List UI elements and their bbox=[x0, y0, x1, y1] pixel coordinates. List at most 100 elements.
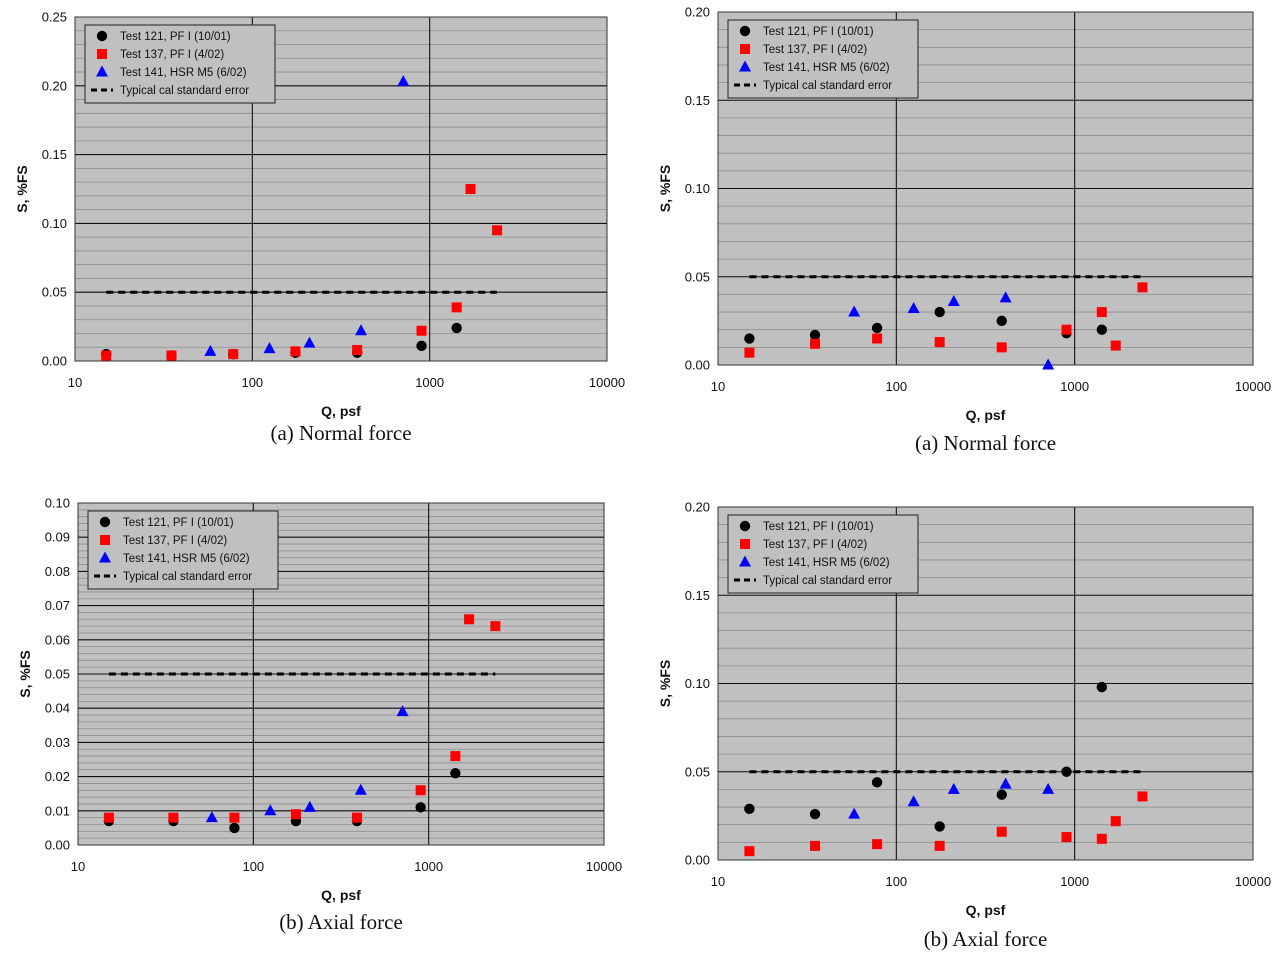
x-tick-label: 1000 bbox=[1060, 874, 1089, 889]
data-point-series-2 bbox=[1096, 307, 1107, 318]
data-point-series-3 bbox=[1042, 358, 1055, 370]
legend: Test 121, PF I (10/01) Test 137, PF I (4/… bbox=[87, 510, 279, 590]
y-tick-label: 0.15 bbox=[685, 93, 710, 108]
y-tick-label: 0.05 bbox=[42, 285, 67, 300]
data-point-series-2 bbox=[290, 346, 301, 357]
x-axis-label: Q, psf bbox=[966, 407, 1006, 423]
legend-label: Test 121, PF I (10/01) bbox=[123, 517, 234, 529]
legend-marker bbox=[739, 520, 751, 532]
legend-box bbox=[727, 19, 919, 99]
y-tick-label: 0.00 bbox=[685, 358, 710, 373]
data-point-series-2 bbox=[416, 325, 427, 336]
legend-marker bbox=[740, 44, 750, 54]
y-axis-label: S, %FS bbox=[657, 660, 673, 707]
legend-label: Test 141, HSR M5 (6/02) bbox=[120, 67, 247, 79]
x-tick-label: 1000 bbox=[415, 375, 444, 390]
data-point-series-2 bbox=[101, 350, 112, 361]
data-point-series-3 bbox=[397, 75, 410, 87]
x-tick-label: 100 bbox=[885, 379, 907, 394]
legend-label: Test 141, HSR M5 (6/02) bbox=[763, 557, 890, 569]
data-point-series-2 bbox=[450, 751, 461, 762]
data-point-series-3 bbox=[947, 294, 960, 306]
legend-label: Test 121, PF I (10/01) bbox=[763, 521, 874, 533]
legend-label: Typical cal standard error bbox=[763, 80, 892, 92]
legend-box bbox=[87, 510, 279, 590]
y-tick-label: 0.04 bbox=[45, 701, 70, 716]
data-point-series-2 bbox=[492, 225, 503, 236]
x-axis-label: Q, psf bbox=[321, 887, 361, 903]
data-point-series-2 bbox=[872, 333, 883, 344]
y-axis-label: S, %FS bbox=[14, 165, 30, 212]
legend-marker bbox=[100, 535, 110, 545]
y-axis-label: S, %FS bbox=[17, 650, 33, 697]
y-tick-label: 0.02 bbox=[45, 769, 70, 784]
legend: Test 121, PF I (10/01) Test 137, PF I (4/… bbox=[727, 19, 919, 99]
chart-caption: (a) Normal force bbox=[915, 431, 1056, 455]
data-point-series-2 bbox=[1096, 833, 1107, 844]
data-point-series-2 bbox=[810, 338, 821, 349]
y-tick-label: 0.10 bbox=[685, 676, 710, 691]
data-point-series-1 bbox=[1096, 681, 1108, 693]
data-point-series-2 bbox=[415, 785, 426, 796]
x-tick-label: 100 bbox=[885, 874, 907, 889]
data-point-series-3 bbox=[907, 302, 920, 314]
data-point-series-1 bbox=[450, 767, 461, 779]
data-point-series-2 bbox=[490, 621, 501, 632]
data-point-series-2 bbox=[352, 344, 363, 355]
data-point-series-2 bbox=[465, 184, 476, 194]
data-point-series-1 bbox=[744, 333, 755, 344]
data-point-series-3 bbox=[303, 800, 316, 812]
y-tick-label: 0.09 bbox=[45, 530, 70, 545]
chart-caption: (b) Axial force bbox=[279, 910, 403, 934]
x-tick-label: 100 bbox=[242, 859, 264, 874]
x-tick-label: 10000 bbox=[1235, 379, 1271, 394]
legend-marker bbox=[99, 516, 111, 528]
data-point-series-1 bbox=[229, 822, 240, 834]
data-point-series-2 bbox=[464, 614, 475, 625]
legend-label: Test 137, PF I (4/02) bbox=[763, 44, 867, 56]
data-point-series-3 bbox=[396, 705, 409, 717]
data-point-series-1 bbox=[416, 340, 427, 352]
legend-marker bbox=[96, 30, 108, 42]
legend-marker bbox=[96, 65, 108, 77]
plot-frame bbox=[77, 502, 605, 846]
data-point-series-1 bbox=[809, 329, 821, 341]
data-point-series-2 bbox=[229, 812, 240, 823]
y-tick-label: 0.07 bbox=[45, 598, 70, 613]
legend-label: Test 121, PF I (10/01) bbox=[120, 31, 231, 43]
data-point-series-1 bbox=[996, 789, 1007, 800]
data-point-series-2 bbox=[744, 347, 755, 358]
data-point-series-2 bbox=[744, 846, 755, 857]
data-point-series-3 bbox=[264, 804, 277, 816]
x-tick-label: 100 bbox=[241, 375, 263, 390]
legend-marker bbox=[739, 60, 751, 72]
data-point-series-2 bbox=[290, 809, 301, 820]
y-tick-label: 0.10 bbox=[45, 496, 70, 511]
data-point-series-3 bbox=[907, 795, 920, 807]
y-tick-label: 0.01 bbox=[45, 803, 70, 818]
plot-frame bbox=[717, 11, 1254, 366]
data-point-series-2 bbox=[1110, 340, 1121, 351]
y-axis-label: S, %FS bbox=[657, 165, 673, 212]
data-point-series-1 bbox=[415, 802, 426, 813]
data-point-series-1 bbox=[744, 803, 755, 815]
data-point-series-2 bbox=[1061, 832, 1072, 843]
y-tick-label: 0.25 bbox=[42, 10, 67, 25]
data-point-series-3 bbox=[848, 807, 861, 819]
data-point-series-2 bbox=[168, 812, 179, 823]
x-tick-label: 10 bbox=[711, 379, 725, 394]
legend-marker bbox=[739, 25, 751, 37]
legend-label: Test 137, PF I (4/02) bbox=[763, 539, 867, 551]
data-point-series-2 bbox=[934, 840, 945, 851]
legend-label: Typical cal standard error bbox=[763, 575, 892, 587]
y-tick-label: 0.15 bbox=[685, 588, 710, 603]
data-point-series-3 bbox=[999, 777, 1012, 789]
chart-1: 0.00 0.05 0.10 0.15 0.20 0.25 10 100 1000 10000 Q,… bbox=[14, 10, 625, 446]
data-point-series-1 bbox=[934, 306, 945, 318]
y-tick-label: 0.20 bbox=[685, 500, 710, 515]
data-point-series-2 bbox=[451, 302, 462, 313]
legend-marker bbox=[99, 551, 111, 563]
legend-box bbox=[84, 24, 276, 104]
data-point-series-1 bbox=[996, 315, 1007, 327]
